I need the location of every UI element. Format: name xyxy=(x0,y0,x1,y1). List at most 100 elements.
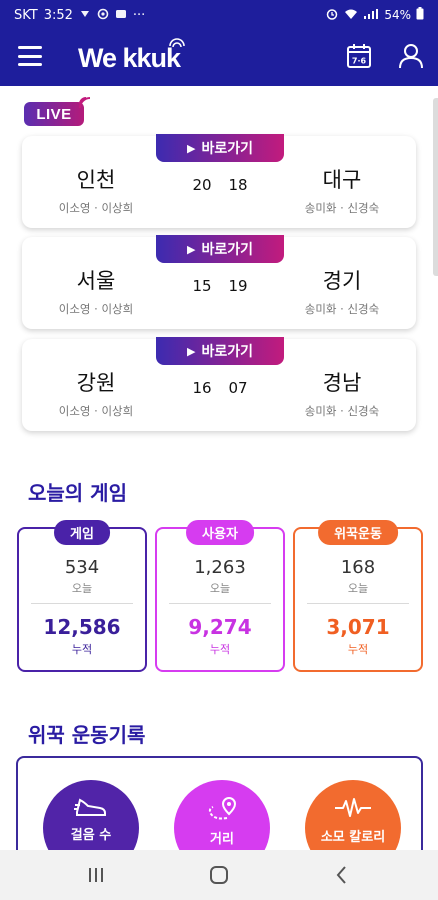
away-team-name: 경남 xyxy=(322,371,362,395)
app-header: We kkuk 7·6 xyxy=(0,30,438,86)
home-team-players: 이소영 · 이상희 xyxy=(58,201,134,215)
stat-total-label: 누적 xyxy=(71,643,93,656)
carrier-label: SKT xyxy=(14,7,38,23)
stat-total-label: 누적 xyxy=(209,643,231,656)
stat-today-label: 오늘 xyxy=(347,582,369,595)
away-team: 대구 송미화 · 신경숙 xyxy=(272,164,412,216)
battery-percent: 54% xyxy=(384,8,411,22)
calendar-icon: 7·6 xyxy=(347,44,371,68)
settings-notification-icon xyxy=(97,8,109,23)
battery-icon xyxy=(416,7,424,23)
status-right: 54% xyxy=(325,7,424,23)
status-left: SKT 3:52 ··· xyxy=(14,8,145,23)
home-score: 20 xyxy=(192,176,212,194)
goto-label: 바로가기 xyxy=(201,242,253,258)
away-score: 18 xyxy=(228,176,248,194)
match-card: ▶ 바로가기 인천 이소영 · 이상희 20 18 대구 송미화 · 신경숙 xyxy=(22,134,416,228)
play-icon: ▶ xyxy=(187,344,196,358)
exercise-label: 소모 칼로리 xyxy=(320,830,386,845)
message-notification-icon xyxy=(115,8,127,23)
away-team-players: 송미화 · 신경숙 xyxy=(304,201,380,215)
home-team-players: 이소영 · 이상희 xyxy=(58,302,134,316)
goto-button[interactable]: ▶ 바로가기 xyxy=(156,235,284,263)
divider xyxy=(169,603,271,604)
clock: 3:52 xyxy=(43,7,73,23)
home-team: 강원 이소영 · 이상희 xyxy=(26,367,166,419)
stat-card-games: 게임 534 오늘 12,586 누적 xyxy=(17,520,147,672)
stat-card-exercise: 위꾹운동 168 오늘 3,071 누적 xyxy=(293,520,423,672)
home-team: 서울 이소영 · 이상희 xyxy=(26,265,166,317)
exercise-label: 걸음 수 xyxy=(70,828,112,843)
stat-today-label: 오늘 xyxy=(71,582,93,595)
home-icon xyxy=(210,866,228,884)
home-team-players: 이소영 · 이상희 xyxy=(58,404,134,418)
lte-signal-icon xyxy=(363,8,379,23)
stat-tag: 게임 xyxy=(54,520,110,545)
broadcast-wave-icon xyxy=(79,97,91,109)
home-button[interactable] xyxy=(207,863,231,887)
wifi-icon xyxy=(344,8,358,23)
away-team: 경남 송미화 · 신경숙 xyxy=(272,367,412,419)
user-icon xyxy=(399,44,423,69)
today-section-title: 오늘의 게임 xyxy=(28,481,127,505)
app-logo: We kkuk xyxy=(78,36,185,80)
goto-button[interactable]: ▶ 바로가기 xyxy=(156,337,284,365)
live-badge: LIVE xyxy=(24,96,94,132)
away-team-players: 송미화 · 신경숙 xyxy=(304,302,380,316)
heartbeat-icon xyxy=(335,798,371,817)
stat-tag: 위꾹운동 xyxy=(318,520,398,545)
menu-icon xyxy=(18,46,42,49)
recent-apps-button[interactable] xyxy=(84,863,108,887)
away-score: 07 xyxy=(228,379,248,397)
home-score: 15 xyxy=(192,277,212,295)
back-icon xyxy=(336,866,346,884)
stat-total-value: 9,274 xyxy=(188,615,252,639)
away-team-name: 경기 xyxy=(322,269,362,293)
route-pin-icon xyxy=(208,796,237,820)
menu-icon-bar xyxy=(18,54,42,58)
goto-label: 바로가기 xyxy=(201,141,253,157)
calendar-icon-text: 7·6 xyxy=(352,57,367,66)
away-team-players: 송미화 · 신경숙 xyxy=(304,404,380,418)
profile-button[interactable] xyxy=(396,41,426,71)
home-score: 16 xyxy=(192,379,212,397)
stat-total-value: 3,071 xyxy=(326,615,390,639)
back-button[interactable] xyxy=(330,863,354,887)
more-notifications: ··· xyxy=(132,7,146,23)
away-team: 경기 송미화 · 신경숙 xyxy=(272,265,412,317)
stat-today-value: 1,263 xyxy=(194,557,246,578)
stat-today-value: 534 xyxy=(64,557,100,578)
stat-today-label: 오늘 xyxy=(209,582,231,595)
stat-total-value: 12,586 xyxy=(43,615,121,639)
divider xyxy=(31,603,133,604)
exercise-label: 거리 xyxy=(210,832,234,847)
alarm-icon xyxy=(325,8,339,23)
goto-label: 바로가기 xyxy=(201,344,253,360)
home-team-name: 서울 xyxy=(76,269,116,293)
home-team-name: 강원 xyxy=(76,371,116,395)
menu-icon-bar xyxy=(18,63,42,66)
exercise-section-title: 위꾹 운동기록 xyxy=(28,723,146,747)
play-icon: ▶ xyxy=(187,141,196,155)
tap-finger-icon xyxy=(169,38,185,48)
match-card: ▶ 바로가기 강원 이소영 · 이상희 16 07 경남 송미화 · 신경숙 xyxy=(22,337,416,431)
match-card: ▶ 바로가기 서울 이소영 · 이상희 15 19 경기 송미화 · 신경숙 xyxy=(22,235,416,329)
status-bar: SKT 3:52 ··· 54% xyxy=(0,0,438,30)
live-label: LIVE xyxy=(24,102,84,126)
away-team-name: 대구 xyxy=(322,168,362,192)
stat-tag: 사용자 xyxy=(186,520,254,545)
home-team-name: 인천 xyxy=(76,168,116,192)
goto-button[interactable]: ▶ 바로가기 xyxy=(156,134,284,162)
stat-card-users: 사용자 1,263 오늘 9,274 누적 xyxy=(155,520,285,672)
logo-text: We kkuk xyxy=(78,42,181,73)
notification-icon xyxy=(79,8,91,23)
away-score: 19 xyxy=(228,277,248,295)
recent-apps-icon xyxy=(89,868,103,882)
scrollbar-thumb[interactable] xyxy=(433,98,438,276)
menu-button[interactable] xyxy=(18,46,42,66)
divider xyxy=(307,603,409,604)
stat-total-label: 누적 xyxy=(347,643,369,656)
system-nav-bar xyxy=(0,850,438,900)
calendar-button[interactable]: 7·6 xyxy=(345,42,373,70)
play-icon: ▶ xyxy=(187,242,196,256)
